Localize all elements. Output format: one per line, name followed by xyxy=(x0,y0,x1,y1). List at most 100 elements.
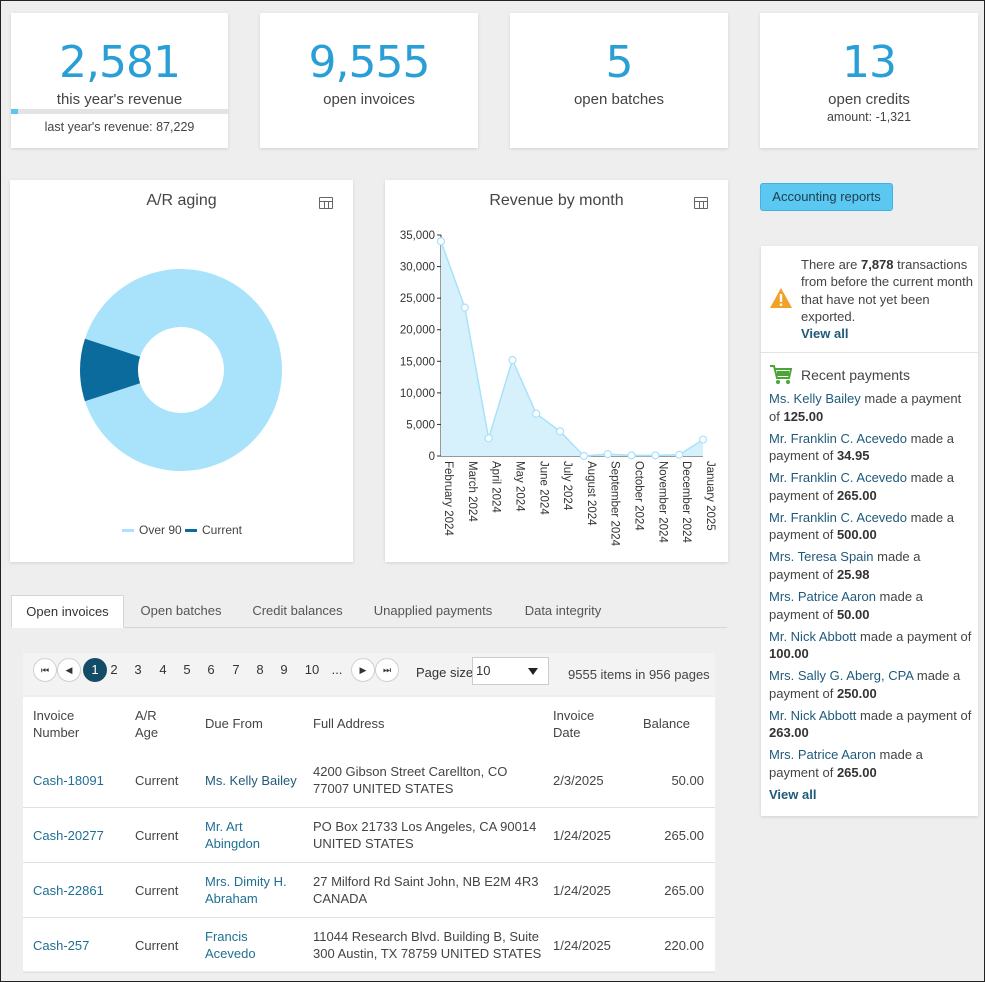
header-full-address[interactable]: Full Address xyxy=(313,716,385,731)
address-line: PO Box 21733 Los Angeles, CA 90014 xyxy=(313,819,537,834)
address-line: 77007 UNITED STATES xyxy=(313,781,454,796)
page-number-8[interactable]: 8 xyxy=(256,662,264,677)
payment-amount: 500.00 xyxy=(836,527,877,543)
tab-data-integrity[interactable]: Data integrity xyxy=(524,603,602,618)
next-page-button[interactable]: ▶ xyxy=(351,658,375,682)
invoices-table: Invoice Number A/R Age Due From Full Addre… xyxy=(23,697,715,973)
invoice-date-cell: 1/24/2025 xyxy=(553,828,611,843)
payment-item: Mr. Franklin C. Acevedo made a payment o… xyxy=(769,469,973,504)
due-from-link[interactable]: Mr. Art Abingdon xyxy=(205,818,305,852)
accounting-reports-button[interactable]: Accounting reports xyxy=(760,183,893,211)
revenue-point[interactable] xyxy=(603,450,612,459)
page-number-1[interactable]: 1 xyxy=(83,658,107,682)
page-number-3[interactable]: 3 xyxy=(134,662,142,677)
address-cell: 4200 Gibson Street Carellton, CO 77007 UN… xyxy=(313,763,548,797)
revenue-progress-fill xyxy=(11,109,18,114)
header-invoice-number[interactable]: Invoice Number xyxy=(33,707,79,741)
payment-text: made a payment of xyxy=(769,668,961,701)
invoice-date-cell: 1/24/2025 xyxy=(553,938,611,953)
revenue-point[interactable] xyxy=(675,450,684,459)
due-from-link[interactable]: Ms. Kelly Bailey xyxy=(205,772,305,789)
payer-link[interactable]: Mrs. Patrice Aaron xyxy=(769,747,876,763)
y-tick-label: 20,000 xyxy=(400,325,435,337)
last-page-button[interactable]: ⏭ xyxy=(375,658,399,682)
page-number-4[interactable]: 4 xyxy=(159,662,167,677)
invoice-number-link[interactable]: Cash-257 xyxy=(33,938,90,953)
y-tick-label: 5,000 xyxy=(406,419,435,431)
payments-view-all-link[interactable]: View all xyxy=(769,787,817,802)
header-invoice-date[interactable]: Invoice Date xyxy=(553,707,594,741)
notice-view-all-link[interactable]: View all xyxy=(801,326,849,342)
x-tick-label: June 2024 xyxy=(537,461,549,515)
first-page-button[interactable]: ⏮ xyxy=(33,658,57,682)
ar-aging-donut-chart: Over 90 Current xyxy=(79,268,282,537)
revenue-point[interactable] xyxy=(484,434,493,443)
page-number-5[interactable]: 5 xyxy=(183,662,191,677)
x-tick-label: August 2024 xyxy=(585,461,597,526)
table-view-icon[interactable] xyxy=(319,197,333,209)
page-number-6[interactable]: 6 xyxy=(207,662,215,677)
payer-link[interactable]: Mrs. Patrice Aaron xyxy=(769,589,876,604)
payer-link[interactable]: Mr. Franklin C. Acevedo xyxy=(769,430,907,446)
balance-cell: 50.00 xyxy=(671,773,704,788)
payment-text: made a payment of xyxy=(856,707,972,723)
y-tick-label: 30,000 xyxy=(400,262,435,274)
payment-item: Mrs. Teresa Spain made a payment of 25.9… xyxy=(769,548,973,583)
table-view-icon[interactable] xyxy=(694,197,708,209)
page-number-10[interactable]: 10 xyxy=(304,662,320,677)
revenue-point[interactable] xyxy=(651,451,660,460)
recent-payments-title: Recent payments xyxy=(801,367,910,383)
page-number-7[interactable]: 7 xyxy=(232,662,240,677)
payer-link[interactable]: Mr. Franklin C. Acevedo xyxy=(769,509,907,525)
due-from-link[interactable]: Francis Acevedo xyxy=(205,928,305,962)
table-row[interactable]: Cash-22861 Current Mrs. Dimity H. Abraham 27… xyxy=(23,863,715,918)
header-due-from[interactable]: Due From xyxy=(205,716,263,731)
revenue-point[interactable] xyxy=(627,451,636,460)
page-size-select[interactable]: 10 xyxy=(472,657,549,685)
header-balance[interactable]: Balance xyxy=(643,716,690,731)
payer-link[interactable]: Ms. Kelly Bailey xyxy=(769,391,861,406)
payer-link[interactable]: Mrs. Teresa Spain xyxy=(769,549,874,565)
donut-slice-over-90[interactable] xyxy=(84,268,282,471)
header-ar-age[interactable]: A/R Age xyxy=(135,707,158,741)
revenue-point[interactable] xyxy=(579,451,589,461)
address-line: 11044 Research Blvd. Building B, Suite xyxy=(313,929,539,944)
table-row[interactable]: Cash-18091 Current Ms. Kelly Bailey 4200 Gi… xyxy=(23,753,715,808)
balance-cell: 265.00 xyxy=(664,828,704,843)
payer-link[interactable]: Mr. Nick Abbott xyxy=(769,707,857,723)
payer-link[interactable]: Mr. Nick Abbott xyxy=(769,628,857,644)
revenue-point[interactable] xyxy=(460,303,469,312)
payer-link[interactable]: Mrs. Sally G. Aberg, CPA xyxy=(769,668,914,684)
tab-credit-balances[interactable]: Credit balances xyxy=(252,603,343,618)
donut-slice-current[interactable] xyxy=(79,338,141,402)
y-tick-label: 25,000 xyxy=(400,293,435,305)
due-from-link[interactable]: Mrs. Dimity H. Abraham xyxy=(205,873,305,907)
stat-value: 2,581 xyxy=(59,37,181,88)
tab-unapplied-payments[interactable]: Unapplied payments xyxy=(373,603,493,618)
revenue-point[interactable] xyxy=(555,427,565,436)
table-row[interactable]: Cash-20277 Current Mr. Art Abingdon PO Box 2… xyxy=(23,808,715,863)
invoice-number-link[interactable]: Cash-18091 xyxy=(33,773,104,788)
address-line: 27 Milford Rd Saint John, NB E2M 4R3 xyxy=(313,874,539,889)
stat-card-open-invoices: 9,555 open invoices xyxy=(260,13,478,148)
tab-open-invoices[interactable]: Open invoices xyxy=(11,595,124,628)
panel-divider xyxy=(761,352,978,353)
payment-text: made a payment of xyxy=(769,509,954,543)
revenue-point[interactable] xyxy=(698,435,708,444)
payment-amount: 265.00 xyxy=(836,487,877,503)
stat-card-open-batches: 5 open batches xyxy=(510,13,728,148)
payment-amount: 265.00 xyxy=(836,764,877,780)
invoice-number-link[interactable]: Cash-20277 xyxy=(33,828,104,843)
prev-page-button[interactable]: ◀ xyxy=(57,658,81,682)
address-line: 4200 Gibson Street Carellton, CO xyxy=(313,764,508,779)
page-number-2[interactable]: 2 xyxy=(110,662,118,677)
page-number-9[interactable]: 9 xyxy=(280,662,288,677)
invoice-number-link[interactable]: Cash-22861 xyxy=(33,883,104,898)
table-row[interactable]: Cash-257 Current Francis Acevedo 11044 Resea… xyxy=(23,918,715,973)
revenue-point[interactable] xyxy=(436,237,446,246)
tab-open-batches[interactable]: Open batches xyxy=(140,603,222,618)
revenue-point[interactable] xyxy=(508,355,517,365)
payer-link[interactable]: Mr. Franklin C. Acevedo xyxy=(769,470,907,486)
revenue-point[interactable] xyxy=(532,409,541,418)
page-number-more[interactable]: ... xyxy=(331,662,343,677)
